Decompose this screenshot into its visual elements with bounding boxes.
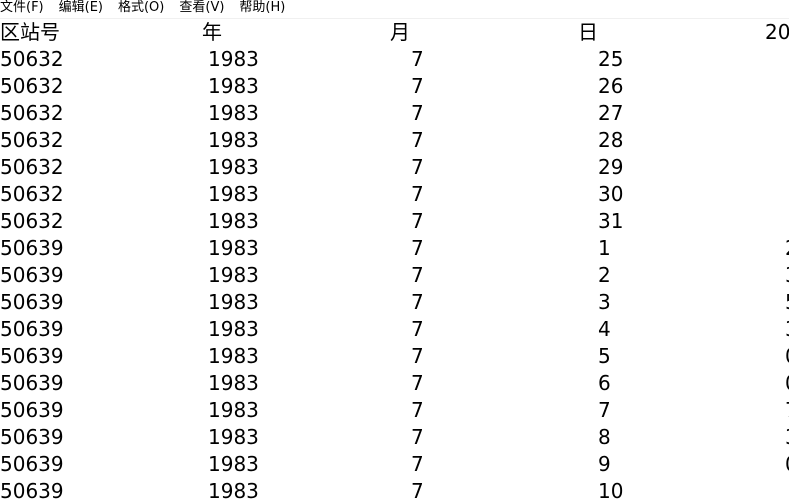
cell: 50639 bbox=[0, 344, 64, 368]
cell: 1983 bbox=[208, 74, 259, 98]
cell: 50639 bbox=[0, 398, 64, 422]
cell: 1983 bbox=[208, 479, 259, 503]
menu-bar: 文件(F) 编辑(E) 格式(O) 查看(V) 帮助(H) bbox=[0, 0, 789, 19]
header-cell: 20 bbox=[765, 20, 789, 44]
cell: 5 bbox=[598, 344, 611, 368]
cell: 7 bbox=[598, 398, 611, 422]
cell: 7 bbox=[411, 371, 424, 395]
header-cell: 月 bbox=[390, 20, 410, 44]
cell: 50639 bbox=[0, 479, 64, 503]
cell: 7 bbox=[411, 101, 424, 125]
cell: 50632 bbox=[0, 47, 64, 71]
cell: 8 bbox=[598, 425, 611, 449]
cell: 28 bbox=[598, 128, 624, 152]
cell: 1983 bbox=[208, 236, 259, 260]
cell: 7 bbox=[411, 290, 424, 314]
cell: 5 bbox=[785, 290, 789, 314]
cell: 7 bbox=[411, 236, 424, 260]
cell: 1983 bbox=[208, 371, 259, 395]
cell: 30 bbox=[598, 182, 624, 206]
cell: 1 bbox=[598, 236, 611, 260]
cell: 29 bbox=[598, 155, 624, 179]
cell: 7 bbox=[411, 128, 424, 152]
cell: 50639 bbox=[0, 317, 64, 341]
cell: 1983 bbox=[208, 425, 259, 449]
cell: 1983 bbox=[208, 47, 259, 71]
cell: 50632 bbox=[0, 74, 64, 98]
header-cell: 年 bbox=[202, 20, 222, 44]
cell: 1983 bbox=[208, 317, 259, 341]
cell: 3 bbox=[785, 263, 789, 287]
cell: 1983 bbox=[208, 101, 259, 125]
cell: 4 bbox=[598, 317, 611, 341]
cell: 31 bbox=[598, 209, 624, 233]
cell: 2 bbox=[785, 236, 789, 260]
menu-item[interactable]: 编辑(E) bbox=[58, 0, 103, 15]
header-cell: 区站号 bbox=[0, 20, 60, 44]
cell: 3 bbox=[598, 290, 611, 314]
cell: 1983 bbox=[208, 128, 259, 152]
cell: 1983 bbox=[208, 263, 259, 287]
cell: 7 bbox=[411, 182, 424, 206]
cell: 26 bbox=[598, 74, 624, 98]
cell: 50639 bbox=[0, 371, 64, 395]
cell: 7 bbox=[411, 344, 424, 368]
cell: 50639 bbox=[0, 236, 64, 260]
cell: 7 bbox=[411, 74, 424, 98]
cell: 9 bbox=[598, 452, 611, 476]
cell: 50639 bbox=[0, 425, 64, 449]
menu-item[interactable]: 格式(O) bbox=[117, 0, 165, 15]
cell: 1983 bbox=[208, 398, 259, 422]
cell: 25 bbox=[598, 47, 624, 71]
cell: 1983 bbox=[208, 290, 259, 314]
cell: 7 bbox=[411, 425, 424, 449]
cell: 1983 bbox=[208, 155, 259, 179]
cell: 50639 bbox=[0, 290, 64, 314]
cell: 7 bbox=[411, 47, 424, 71]
menu-item[interactable]: 帮助(H) bbox=[239, 0, 286, 15]
cell: 7 bbox=[411, 452, 424, 476]
cell: 50632 bbox=[0, 128, 64, 152]
cell: 3 bbox=[785, 425, 789, 449]
cell: 2 bbox=[598, 263, 611, 287]
cell: 7 bbox=[411, 317, 424, 341]
cell: 7 bbox=[411, 263, 424, 287]
cell: 0 bbox=[785, 452, 789, 476]
menu-item[interactable]: 文件(F) bbox=[0, 0, 44, 15]
cell: 1983 bbox=[208, 452, 259, 476]
cell: 3 bbox=[785, 317, 789, 341]
menu-item[interactable]: 查看(V) bbox=[179, 0, 225, 15]
cell: 7 bbox=[785, 398, 789, 422]
cell: 50639 bbox=[0, 452, 64, 476]
cell: 1983 bbox=[208, 344, 259, 368]
cell: 0 bbox=[785, 371, 789, 395]
cell: 50639 bbox=[0, 263, 64, 287]
cell: 0 bbox=[785, 344, 789, 368]
cell: 50632 bbox=[0, 209, 64, 233]
header-cell: 日 bbox=[578, 20, 598, 44]
cell: 50632 bbox=[0, 101, 64, 125]
cell: 7 bbox=[411, 398, 424, 422]
cell: 50632 bbox=[0, 182, 64, 206]
text-area[interactable]: 区站号年月日 20 50632 1983 7 25 50632 1983 7 26 50632 198… bbox=[0, 19, 789, 504]
cell: 7 bbox=[411, 155, 424, 179]
cell: 27 bbox=[598, 101, 624, 125]
cell: 50632 bbox=[0, 155, 64, 179]
cell: 7 bbox=[411, 209, 424, 233]
cell: 6 bbox=[598, 371, 611, 395]
cell: 1983 bbox=[208, 182, 259, 206]
cell: 10 bbox=[598, 479, 624, 503]
cell: 7 bbox=[411, 479, 424, 503]
cell: 1983 bbox=[208, 209, 259, 233]
